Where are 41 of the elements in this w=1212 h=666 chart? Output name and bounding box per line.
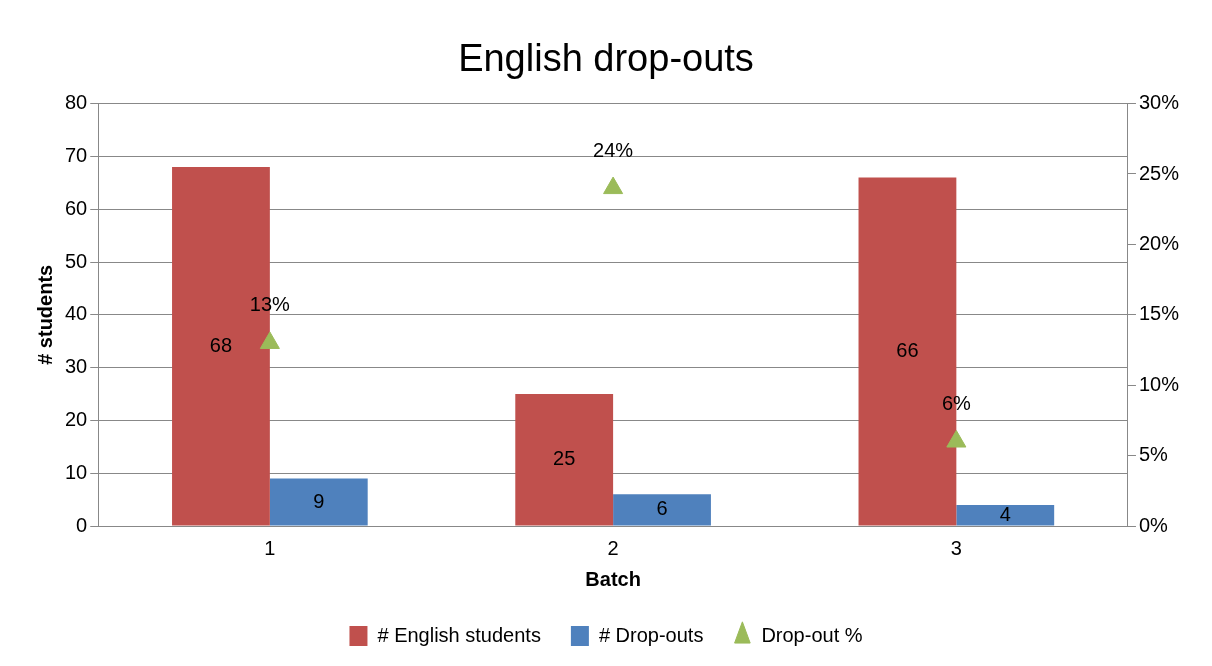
y-tick-label: 50 [65,249,88,272]
data-label: 13% [249,293,291,316]
legend-label: Drop-out % [761,623,863,646]
x-tick-label: 1 [264,536,276,559]
data-label: 68 [209,333,233,356]
y2-tick-label: 20% [1138,231,1180,254]
point [259,331,280,349]
y-tick-label: 40 [65,302,88,325]
data-label: 6% [941,392,972,415]
data-label: 9 [313,489,325,512]
data-label: 6 [656,497,668,520]
y-tick-label: 60 [65,196,88,219]
y2-tick-label: 25% [1138,161,1180,184]
y2-tick-label: 10% [1138,372,1180,395]
point [603,176,624,195]
x-tick-label: 3 [950,536,962,559]
y2-tick-label: 15% [1138,302,1180,325]
legend-label: # Drop-outs [598,623,704,646]
data-label: 24% [593,138,634,161]
y-tick-label: 30 [65,355,88,378]
y-tick-label: 80 [65,91,88,114]
data-label: 25 [553,447,576,470]
y-tick-label: 70 [65,143,88,166]
bar [269,478,368,526]
data-label: 66 [896,339,919,362]
bar [613,494,711,526]
x-tick-label: 2 [607,536,619,559]
y-tick-label: 20 [65,407,88,430]
bar [515,394,614,526]
x-axis-title: Batch [585,567,641,590]
y-tick-label: 10 [65,460,88,483]
y2-tick-label: 30% [1138,91,1180,114]
legend-label: # English students [377,623,541,646]
y2-tick-label: 5% [1138,443,1169,466]
y-axis-title: # students [33,264,56,365]
bar [956,504,1055,526]
y2-tick-label: 0% [1138,513,1169,536]
data-label: 4 [999,502,1011,525]
point [946,430,967,448]
y-tick-label: 0 [76,513,88,536]
chart-title: English drop-outs [458,37,754,80]
